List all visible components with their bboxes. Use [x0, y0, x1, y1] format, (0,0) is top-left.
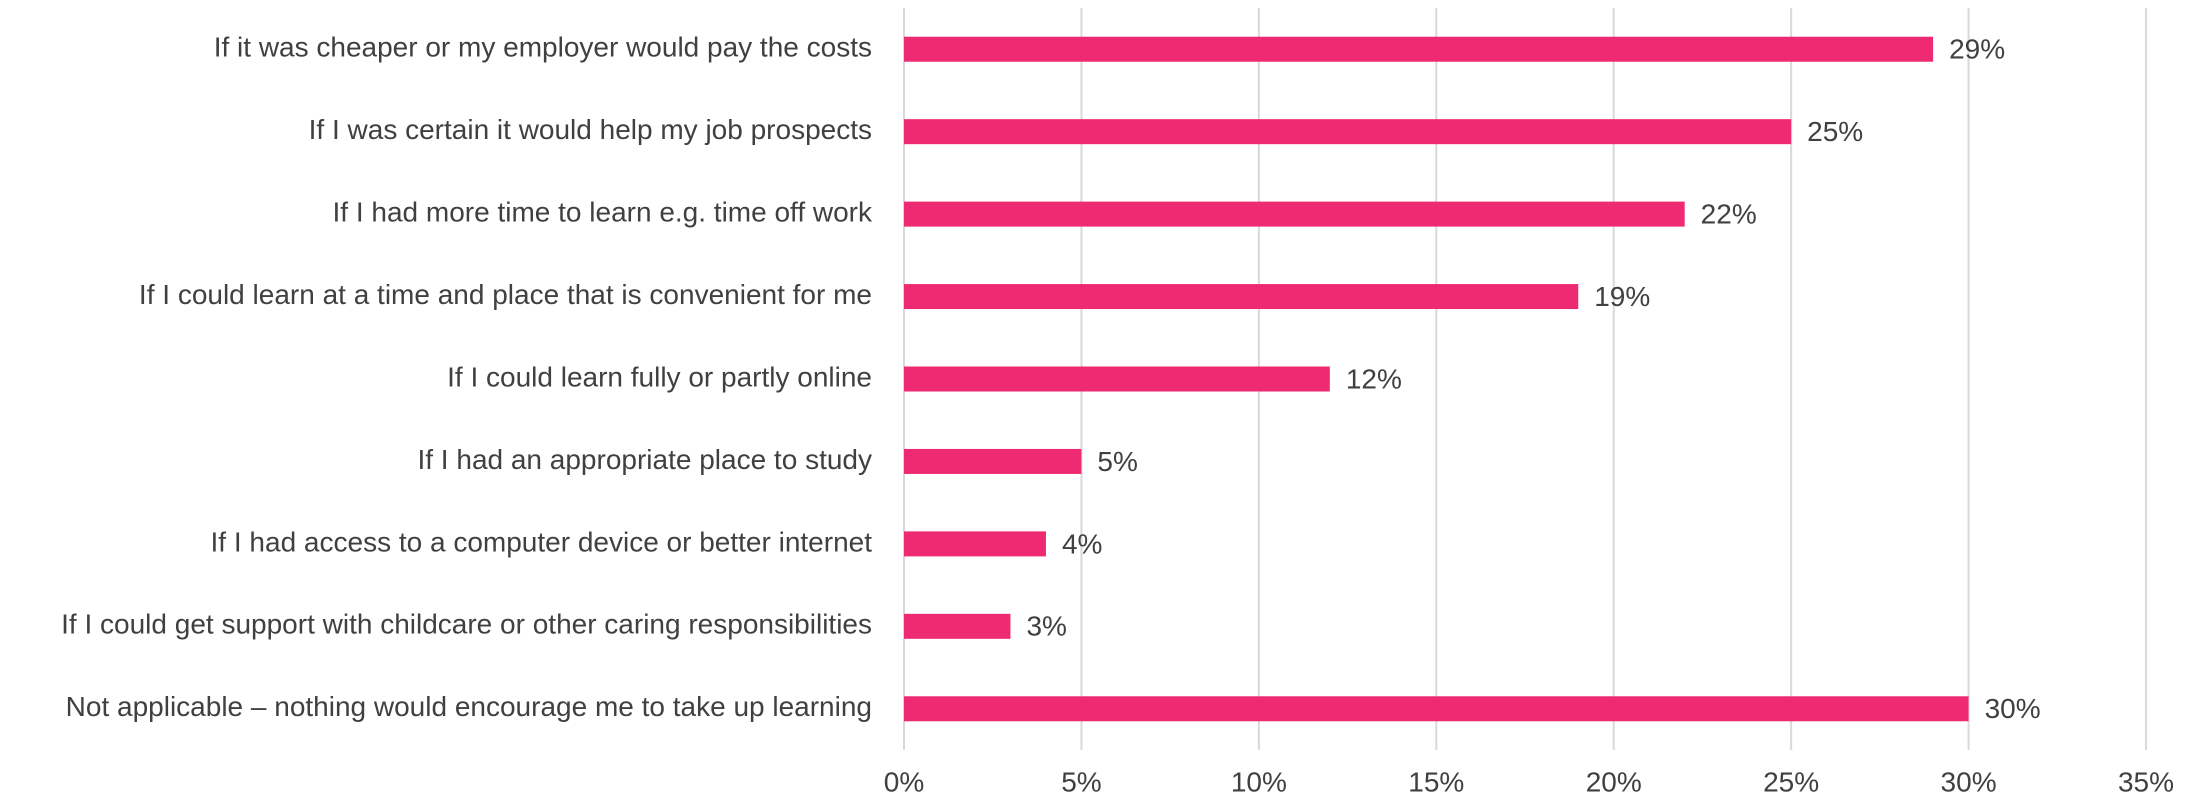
y-tick-label: If I had an appropriate place to study [417, 444, 872, 475]
bar [904, 366, 1330, 392]
bar [904, 613, 1011, 639]
x-tick-label: 15% [1408, 766, 1464, 797]
value-label: 29% [1949, 34, 2005, 65]
value-label: 25% [1807, 116, 1863, 147]
bar [904, 36, 1934, 62]
value-label: 22% [1701, 199, 1757, 230]
bar [904, 201, 1685, 227]
x-tick-label: 0% [884, 766, 924, 797]
bar [904, 696, 1969, 722]
y-tick-label: If I could learn fully or partly online [447, 361, 872, 392]
value-label: 5% [1097, 446, 1137, 477]
y-tick-label: If I could learn at a time and place tha… [139, 279, 872, 310]
bar [904, 119, 1792, 145]
y-tick-label: If I could get support with childcare or… [61, 609, 872, 640]
y-tick-label: Not applicable – nothing would encourage… [66, 691, 872, 722]
x-tick-label: 10% [1231, 766, 1287, 797]
x-tick-label: 20% [1586, 766, 1642, 797]
value-label: 3% [1026, 611, 1066, 642]
y-tick-label: If it was cheaper or my employer would p… [214, 32, 872, 63]
bar [904, 284, 1579, 310]
value-label: 4% [1062, 528, 1102, 559]
value-label: 12% [1346, 363, 1402, 394]
value-label: 19% [1594, 281, 1650, 312]
x-tick-label: 35% [2118, 766, 2174, 797]
y-tick-label: If I had access to a computer device or … [211, 526, 873, 557]
bar [904, 448, 1082, 474]
y-tick-label: If I had more time to learn e.g. time of… [333, 197, 873, 228]
x-tick-label: 25% [1763, 766, 1819, 797]
value-label: 30% [1985, 693, 2041, 724]
y-tick-label: If I was certain it would help my job pr… [309, 114, 872, 145]
x-tick-label: 30% [1941, 766, 1997, 797]
x-tick-label: 5% [1061, 766, 1101, 797]
bar [904, 531, 1046, 557]
